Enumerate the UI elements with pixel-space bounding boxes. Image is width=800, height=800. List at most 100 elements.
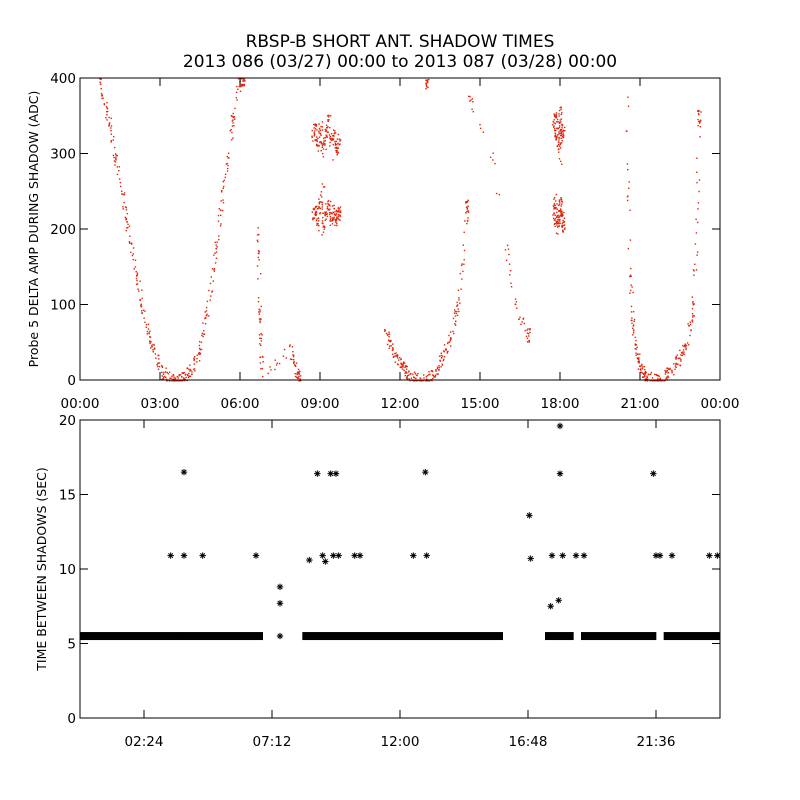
scatter-point [561,163,563,165]
scatter-point [467,199,469,201]
scatter-point [318,136,321,138]
top-axes: 00:00 03:00 06:00 09:00 12:00 15:00 18:00 21:00… [50,71,739,412]
scatter-point [116,166,118,168]
scatter-point [324,219,327,221]
scatter-point [461,263,463,265]
scatter-point [339,206,342,208]
scatter-point [632,291,634,294]
scatter-point [206,315,208,317]
scatter-point [404,372,406,374]
scatter-point [556,127,558,129]
scatter-point [110,133,112,135]
scatter-point [179,380,182,382]
scatter-point [169,377,171,379]
scatter-point [440,366,442,368]
chart-subtitle: 2013 086 (03/27) 00:00 to 2013 087 (03/2… [183,52,617,72]
scatter-point [165,378,168,380]
scatter-point [259,362,262,364]
scatter-point [183,377,185,380]
scatter-point [243,85,245,87]
baseline-cluster [178,632,263,641]
scatter-point [313,134,316,136]
scatter-point [528,335,530,337]
scatter-point [630,267,632,270]
scatter-point [392,343,394,345]
scatter-point [127,223,129,225]
scatter-point [121,190,123,192]
scatter-point [558,222,560,225]
scatter-point [426,378,428,380]
scatter-point [328,208,330,210]
scatter-point [555,200,557,202]
chart-title: RBSP-B SHORT ANT. SHADOW TIMES [246,32,555,52]
scatter-point [632,329,635,331]
scatter-point [149,335,151,338]
scatter-point [636,353,639,356]
scatter-point [519,316,521,319]
scatter-point [99,78,101,80]
scatter-point [322,186,325,188]
scatter-point [231,120,233,122]
scatter-point [557,127,559,129]
scatter-point [108,116,110,119]
scatter-point [443,356,446,358]
scatter-point [258,334,261,336]
scatter-point [438,365,440,367]
scatter-point [406,375,409,377]
scatter-point [665,370,668,372]
scatter-point [443,351,445,353]
scatter-point [640,371,642,373]
scatter-point [226,170,229,172]
scatter-point [336,223,338,225]
scatter-point [319,129,322,132]
scatter-point [112,139,114,141]
bottom-panel: 02:24 07:12 12:00 16:48 21:36 0 5 10 15 20 TIME B… [34,413,721,750]
scatter-point [320,134,322,137]
scatter-point [322,148,325,150]
scatter-point [454,310,456,313]
scatter-point [324,211,326,213]
scatter-point [258,308,260,310]
scatter-point [688,344,690,346]
scatter-point [555,220,558,223]
scatter-point [559,202,561,204]
scatter-point [558,216,561,218]
scatter-point [133,268,135,270]
scatter-point [188,372,190,375]
scatter-point [529,331,531,334]
scatter-point [227,152,230,154]
scatter-point [404,374,406,377]
scatter-point [443,344,446,346]
scatter-point [105,117,107,119]
scatter-point [556,135,558,138]
scatter-point [260,318,262,321]
scatter-point [659,378,661,381]
scatter-point [198,352,200,354]
scatter-point [509,274,511,276]
scatter-point [552,217,555,220]
scatter-point [313,123,315,126]
scatter-point [227,164,229,167]
scatter-point [667,376,670,378]
scatter-point [333,129,335,131]
scatter-point [339,214,341,217]
scatter-point [186,367,188,369]
scatter-point [225,163,228,165]
scatter-point [329,135,331,138]
scatter-point [658,380,660,382]
scatter-point [553,213,555,215]
scatter-point [311,135,313,137]
scatter-point [555,206,557,209]
scatter-point [426,79,429,81]
scatter-point [516,307,518,309]
scatter-point [561,215,563,217]
scatter-point [553,127,556,130]
scatter-point [337,152,339,155]
scatter-point [205,306,208,309]
scatter-point [140,303,142,305]
scatter-point [438,369,440,371]
scatter-point [526,337,529,339]
scatter-point [221,189,223,192]
scatter-point [558,126,561,129]
scatter-point [258,259,260,261]
